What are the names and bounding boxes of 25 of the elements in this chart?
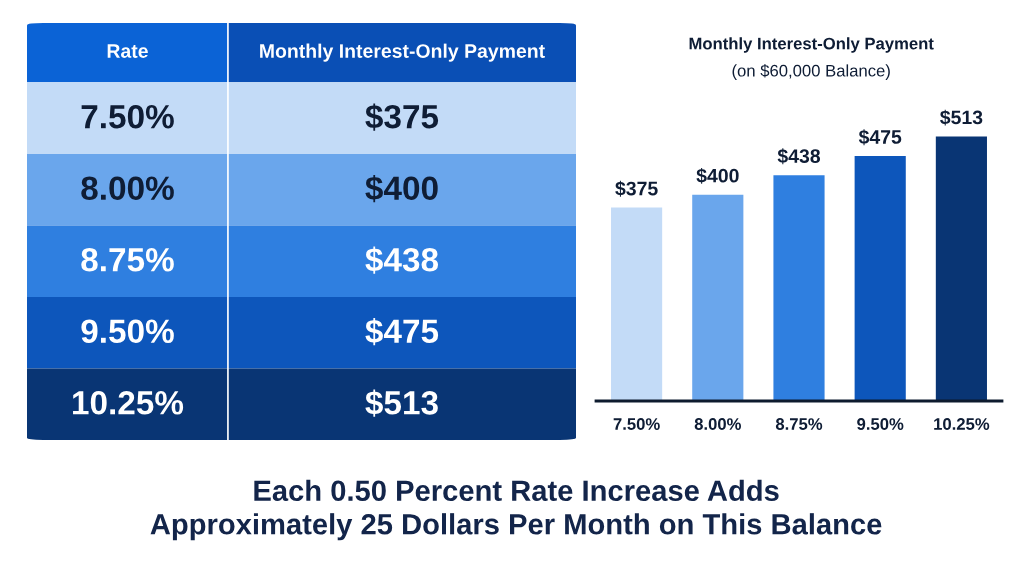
x-tick-label: 8.75% bbox=[775, 418, 823, 430]
category-label: 8.75% bbox=[81, 247, 174, 272]
category-label: 9.50% bbox=[81, 319, 174, 344]
text: $438 bbox=[365, 246, 439, 274]
text: Monthly Interest-Only Payment bbox=[260, 43, 545, 62]
category-label: 7.50% bbox=[81, 104, 174, 129]
data-label: $375 bbox=[615, 180, 658, 197]
category-label: 10.25% bbox=[73, 391, 184, 415]
chart-title: Monthly Interest-Only Payment bbox=[689, 37, 934, 53]
chart-subtitle: (on $60,000 Balance) bbox=[732, 64, 890, 80]
data-label: $513 bbox=[940, 109, 983, 126]
category-label: 8.00% bbox=[81, 176, 174, 201]
x-tick-label: 10.25% bbox=[934, 418, 990, 430]
text: $375 bbox=[365, 103, 439, 131]
x-tick-label: 8.00% bbox=[694, 418, 741, 430]
x-tick-label: 9.50% bbox=[857, 418, 904, 430]
text: Each 0.50 Percent Rate Increase Adds Approximately 25 Dollars Per Month on This Balance bbox=[150, 479, 882, 541]
data-label: $438 bbox=[777, 148, 821, 165]
data-label: $400 bbox=[696, 167, 739, 184]
x-tick-label: 7.50% bbox=[613, 418, 660, 430]
text: $513 bbox=[365, 389, 438, 417]
text: Rate bbox=[107, 44, 148, 58]
text: $400 bbox=[365, 174, 438, 203]
text: $475 bbox=[365, 318, 439, 346]
data-label: $475 bbox=[858, 129, 902, 146]
